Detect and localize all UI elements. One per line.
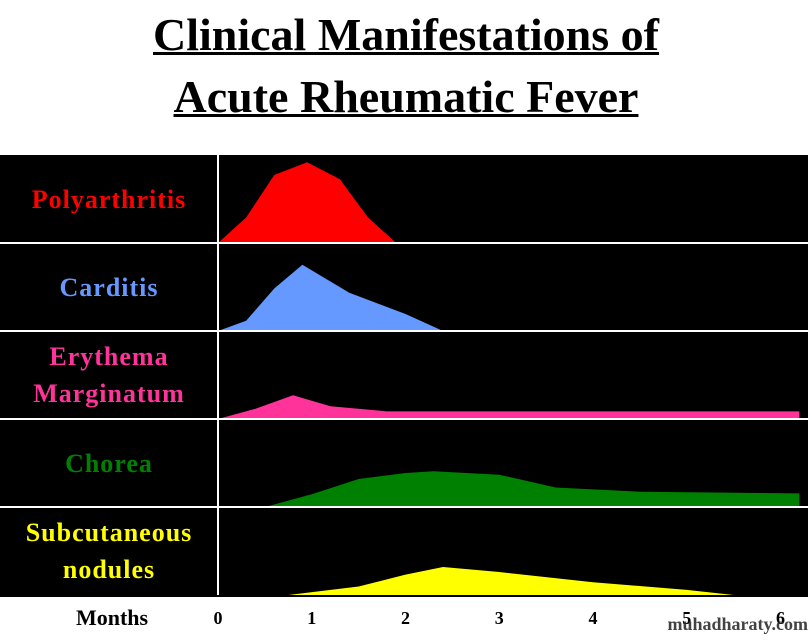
x-tick-label: 6 [776,608,785,628]
area [264,471,800,507]
x-axis-label: Months [76,605,149,630]
row-label: Chorea [65,448,153,478]
panel [0,155,808,597]
area [218,162,397,243]
x-tick-label: 1 [307,608,316,628]
watermark: muhadharaty.com [667,614,808,634]
x-tick-label: 5 [682,608,691,628]
x-tick-label: 2 [401,608,410,628]
x-tick-label: 4 [589,608,598,628]
row-label: Polyarthritis [31,184,187,214]
title-line: Acute Rheumatic Fever [173,71,639,122]
x-tick-label: 3 [495,608,504,628]
title-line: Clinical Manifestations of [153,9,659,60]
row-label: Subcutaneous nodules [25,518,193,584]
row-label: Erythema Marginatum [33,342,185,408]
area [218,395,800,419]
area [288,566,734,595]
x-tick-label: 0 [214,608,223,628]
area [218,264,444,331]
chart-title: Clinical Manifestations of Acute Rheumat… [0,4,812,128]
row-label: Carditis [59,272,159,302]
